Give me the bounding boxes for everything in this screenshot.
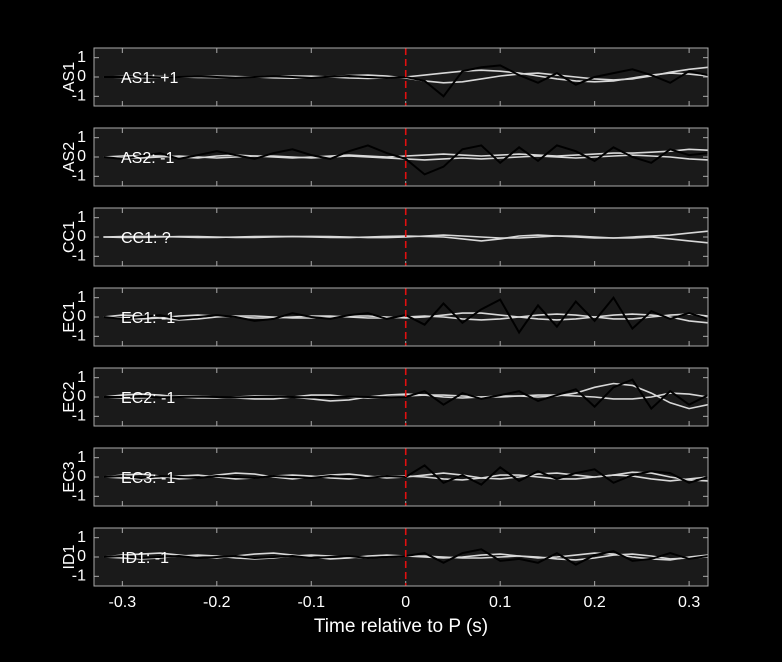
y-tick-label: 0 bbox=[77, 228, 86, 245]
x-tick-label: 0.3 bbox=[678, 594, 700, 611]
waveform bbox=[103, 312, 708, 324]
y-tick-label: 0 bbox=[77, 68, 86, 85]
annotation: EC3: -1 bbox=[121, 470, 175, 487]
y-tick-label: -1 bbox=[72, 568, 86, 585]
annotation: EC2: -1 bbox=[121, 390, 175, 407]
x-tick-label: 0.2 bbox=[584, 594, 606, 611]
panel-frame bbox=[93, 47, 709, 107]
y-tick-label: 1 bbox=[77, 529, 86, 546]
y-tick-label: 0 bbox=[77, 308, 86, 325]
annotation: ID1: -1 bbox=[121, 550, 169, 567]
x-axis-label: Time relative to P (s) bbox=[314, 616, 488, 637]
y-axis-label: AS1 bbox=[61, 62, 78, 92]
panel-frame bbox=[93, 127, 709, 187]
x-tick-label: -0.1 bbox=[297, 594, 325, 611]
panel-frame bbox=[93, 527, 709, 587]
panel-frame bbox=[93, 207, 709, 267]
y-tick-label: -1 bbox=[72, 168, 86, 185]
y-tick-label: 0 bbox=[77, 548, 86, 565]
panel-frame bbox=[93, 287, 709, 347]
y-tick-label: 1 bbox=[77, 49, 86, 66]
y-tick-label: 1 bbox=[77, 209, 86, 226]
y-axis-label: CC1 bbox=[61, 221, 78, 253]
waveform bbox=[103, 144, 708, 176]
annotation: AS1: +1 bbox=[121, 70, 178, 87]
y-tick-label: 1 bbox=[77, 449, 86, 466]
annotation: CC1: ? bbox=[121, 230, 171, 247]
y-axis-label: EC2 bbox=[61, 381, 78, 412]
y-tick-label: 0 bbox=[77, 468, 86, 485]
y-axis-label: AS2 bbox=[61, 142, 78, 172]
y-tick-label: 1 bbox=[77, 369, 86, 386]
y-axis-label: ID1 bbox=[61, 544, 78, 569]
y-tick-label: -1 bbox=[72, 328, 86, 345]
x-tick-label: 0.1 bbox=[489, 594, 511, 611]
y-tick-label: 1 bbox=[77, 289, 86, 306]
annotation: AS2: -1 bbox=[121, 150, 174, 167]
x-tick-label: -0.3 bbox=[109, 594, 137, 611]
y-tick-label: 1 bbox=[77, 129, 86, 146]
y-tick-label: -1 bbox=[72, 408, 86, 425]
y-axis-label: EC1 bbox=[61, 301, 78, 332]
y-tick-label: -1 bbox=[72, 88, 86, 105]
x-tick-label: 0 bbox=[401, 594, 410, 611]
y-axis-label: EC3 bbox=[61, 461, 78, 492]
y-tick-label: 0 bbox=[77, 148, 86, 165]
annotation: EC1: -1 bbox=[121, 310, 175, 327]
y-tick-label: 0 bbox=[77, 388, 86, 405]
x-tick-label: -0.2 bbox=[203, 594, 231, 611]
panel-frame bbox=[93, 447, 709, 507]
y-tick-label: -1 bbox=[72, 248, 86, 265]
y-tick-label: -1 bbox=[72, 488, 86, 505]
panel-frame bbox=[93, 367, 709, 427]
